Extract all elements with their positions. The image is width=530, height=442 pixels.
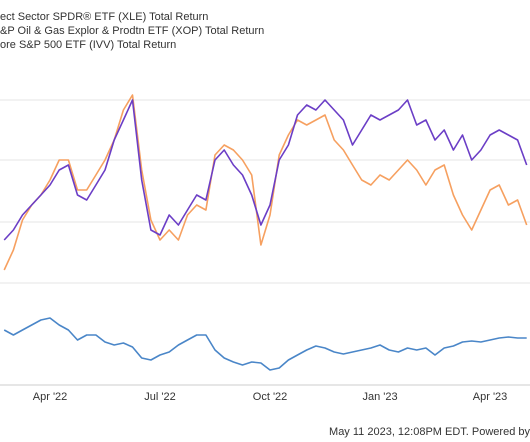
series-line xyxy=(3,94,528,271)
credit: May 11 2023, 12:08PM EDT. Powered by xyxy=(329,426,530,438)
x-tick-label: Oct '22 xyxy=(253,391,288,403)
x-tick-label: Jul '22 xyxy=(144,391,175,403)
legend-label: ore S&P 500 ETF (IVV) Total Return xyxy=(0,39,176,51)
x-tick-label: Apr '22 xyxy=(33,391,68,403)
legend-label: ect Sector SPDR® ETF (XLE) Total Return xyxy=(0,11,208,23)
x-tick-label: Jan '23 xyxy=(362,391,397,403)
x-tick-label: Apr '23 xyxy=(473,391,508,403)
series-line xyxy=(3,99,528,241)
series-line xyxy=(3,317,527,371)
legend-label: &P Oil & Gas Explor & Prodtn ETF (XOP) T… xyxy=(0,25,264,37)
